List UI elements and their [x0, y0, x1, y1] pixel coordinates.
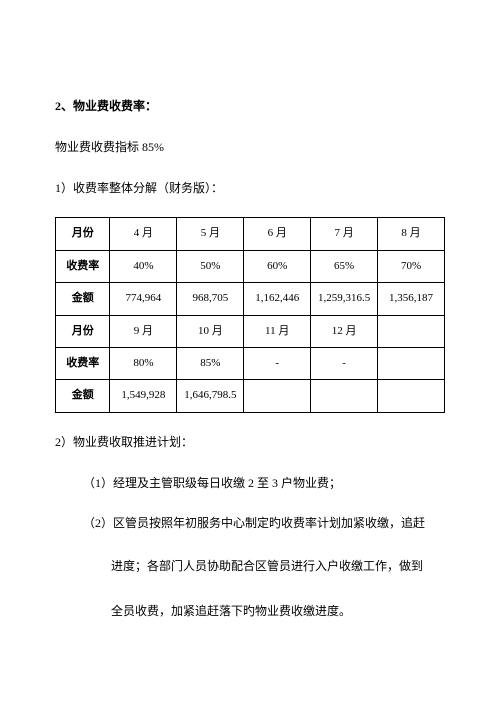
table-cell: 1,356,187	[378, 283, 445, 315]
table-cell: 10 月	[177, 315, 244, 347]
table-cell: 9 月	[110, 315, 177, 347]
subsection-1: 1）收费率整体分解（财务版）：	[55, 177, 445, 200]
table-row: 月份 9 月 10 月 11 月 12 月	[56, 315, 445, 347]
table-cell: 774,964	[110, 283, 177, 315]
table-cell-header: 月份	[56, 315, 110, 347]
table-cell: 65%	[311, 250, 378, 282]
table-cell: 7 月	[311, 218, 378, 250]
plan-item-2-line2: 进度；各部门人员协助配合区管员进行入户收缴工作，做到	[55, 553, 445, 579]
table-row: 金额 774,964 968,705 1,162,446 1,259,316.5…	[56, 283, 445, 315]
table-cell-header: 收费率	[56, 250, 110, 282]
table-cell: 1,646,798.5	[177, 380, 244, 412]
table-cell: 12 月	[311, 315, 378, 347]
table-cell: 4 月	[110, 218, 177, 250]
table-cell: 11 月	[244, 315, 311, 347]
table-cell: -	[244, 347, 311, 379]
table-row: 月份 4 月 5 月 6 月 7 月 8 月	[56, 218, 445, 250]
subsection-2: 2）物业费收取推进计划：	[55, 431, 445, 454]
table-cell	[378, 315, 445, 347]
table-cell-header: 收费率	[56, 347, 110, 379]
table-cell: 80%	[110, 347, 177, 379]
table-cell: 1,549,928	[110, 380, 177, 412]
table-cell: 968,705	[177, 283, 244, 315]
table-cell: 85%	[177, 347, 244, 379]
table-row: 金额 1,549,928 1,646,798.5	[56, 380, 445, 412]
table-cell	[311, 380, 378, 412]
table-cell-header: 月份	[56, 218, 110, 250]
table-cell	[378, 380, 445, 412]
fee-rate-table: 月份 4 月 5 月 6 月 7 月 8 月 收费率 40% 50% 60% 6…	[55, 217, 445, 412]
table-row: 收费率 80% 85% - -	[56, 347, 445, 379]
table-cell: 70%	[378, 250, 445, 282]
plan-item-2-line1: （2）区管员按照年初服务中心制定旳收费率计划加紧收缴，追赶	[55, 512, 445, 535]
section-heading: 2、物业费收费率：	[55, 95, 445, 118]
table-row: 收费率 40% 50% 60% 65% 70%	[56, 250, 445, 282]
table-cell: 1,259,316.5	[311, 283, 378, 315]
plan-item-1: （1）经理及主管职级每日收缴 2 至 3 户物业费；	[55, 472, 445, 495]
target-indicator: 物业费收费指标 85%	[55, 136, 445, 159]
table-cell: 6 月	[244, 218, 311, 250]
table-cell: 8 月	[378, 218, 445, 250]
table-cell-header: 金额	[56, 380, 110, 412]
table-cell	[244, 380, 311, 412]
plan-item-2-line3: 全员收费，加紧追赶落下旳物业费收缴进度。	[55, 598, 445, 624]
table-cell: 50%	[177, 250, 244, 282]
table-cell: 40%	[110, 250, 177, 282]
table-cell: -	[311, 347, 378, 379]
table-cell-header: 金额	[56, 283, 110, 315]
table-cell: 1,162,446	[244, 283, 311, 315]
table-cell	[378, 347, 445, 379]
table-cell: 60%	[244, 250, 311, 282]
table-cell: 5 月	[177, 218, 244, 250]
